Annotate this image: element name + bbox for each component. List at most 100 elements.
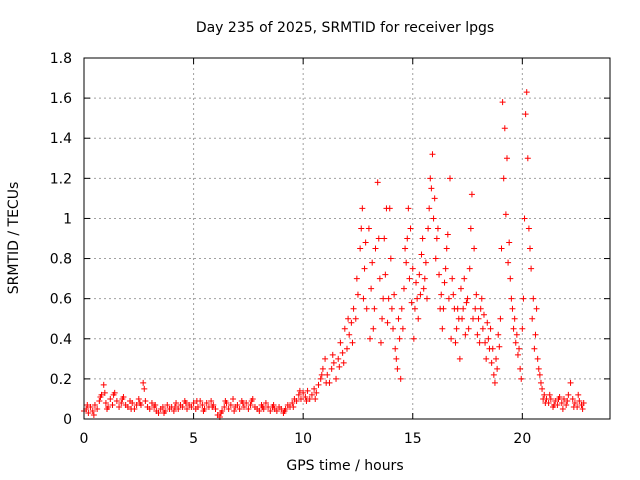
data-point — [445, 295, 452, 302]
data-point — [349, 339, 356, 346]
data-point — [184, 405, 191, 412]
data-point — [312, 395, 319, 402]
data-point — [552, 397, 559, 404]
x-tick-label: 20 — [513, 431, 531, 447]
data-point — [239, 399, 246, 406]
data-point — [462, 331, 469, 338]
data-point — [529, 315, 536, 322]
data-point — [463, 299, 470, 306]
data-point — [380, 295, 387, 302]
data-point — [179, 403, 186, 410]
data-point — [289, 399, 296, 406]
data-point — [517, 365, 524, 372]
data-point — [209, 403, 216, 410]
data-point — [551, 401, 558, 408]
data-point — [416, 271, 423, 278]
data-point — [339, 349, 346, 356]
x-tick-label: 0 — [80, 431, 89, 447]
data-point — [505, 259, 512, 266]
data-point — [293, 397, 300, 404]
data-point — [222, 397, 229, 404]
data-point — [164, 401, 171, 408]
data-point — [335, 355, 342, 362]
data-point — [118, 399, 125, 406]
data-point — [152, 401, 159, 408]
data-point — [528, 265, 535, 272]
data-point — [509, 305, 516, 312]
data-point — [146, 405, 153, 412]
data-point — [109, 401, 116, 408]
data-point — [464, 295, 471, 302]
data-point — [520, 295, 527, 302]
data-point — [358, 225, 365, 232]
data-point — [363, 305, 370, 312]
data-point — [140, 379, 147, 386]
data-point — [273, 407, 280, 414]
plot-frame — [83, 57, 611, 420]
data-point — [225, 405, 232, 412]
data-point — [415, 315, 422, 322]
data-point — [375, 235, 382, 242]
data-point — [352, 315, 359, 322]
data-point — [575, 391, 582, 398]
data-point — [182, 399, 189, 406]
data-point — [431, 195, 438, 202]
data-point — [547, 395, 554, 402]
data-point — [422, 259, 429, 266]
data-point — [443, 245, 450, 252]
data-point — [523, 89, 530, 96]
data-point — [406, 275, 413, 282]
data-point — [393, 355, 400, 362]
data-point — [302, 393, 309, 400]
data-point — [430, 215, 437, 222]
data-point — [84, 401, 91, 408]
data-point — [91, 401, 98, 408]
x-tick-label: 15 — [404, 431, 422, 447]
data-point — [382, 271, 389, 278]
data-point — [199, 401, 206, 408]
data-point — [449, 275, 456, 282]
data-point — [467, 225, 474, 232]
data-point — [371, 305, 378, 312]
data-point — [386, 205, 393, 212]
data-point — [426, 205, 433, 212]
data-point — [359, 205, 366, 212]
data-point — [475, 315, 482, 322]
data-point — [217, 409, 224, 416]
y-axis-label: SRMTID / TECUs — [6, 182, 22, 295]
data-point — [245, 405, 252, 412]
data-point — [304, 387, 311, 394]
data-points — [81, 89, 587, 420]
data-point — [407, 225, 414, 232]
data-point — [374, 179, 381, 186]
data-point — [110, 391, 117, 398]
data-point — [159, 403, 166, 410]
data-point — [423, 295, 430, 302]
data-point — [499, 99, 506, 106]
data-point — [247, 401, 254, 408]
data-point — [567, 379, 574, 386]
data-point — [456, 355, 463, 362]
data-point — [444, 231, 451, 238]
data-point — [97, 393, 104, 400]
data-point — [340, 359, 347, 366]
data-point — [188, 403, 195, 410]
data-point — [175, 405, 182, 412]
data-point — [480, 311, 487, 318]
data-point — [396, 335, 403, 342]
data-point — [474, 331, 481, 338]
data-point — [85, 409, 92, 416]
data-point — [297, 395, 304, 402]
data-point — [576, 397, 583, 404]
data-point — [491, 379, 498, 386]
data-point — [450, 291, 457, 298]
data-point — [230, 395, 237, 402]
data-point — [555, 395, 562, 402]
data-point — [534, 355, 541, 362]
data-point — [341, 325, 348, 332]
data-point — [560, 395, 567, 402]
data-point — [482, 339, 489, 346]
data-point — [234, 401, 241, 408]
data-point — [485, 335, 492, 342]
